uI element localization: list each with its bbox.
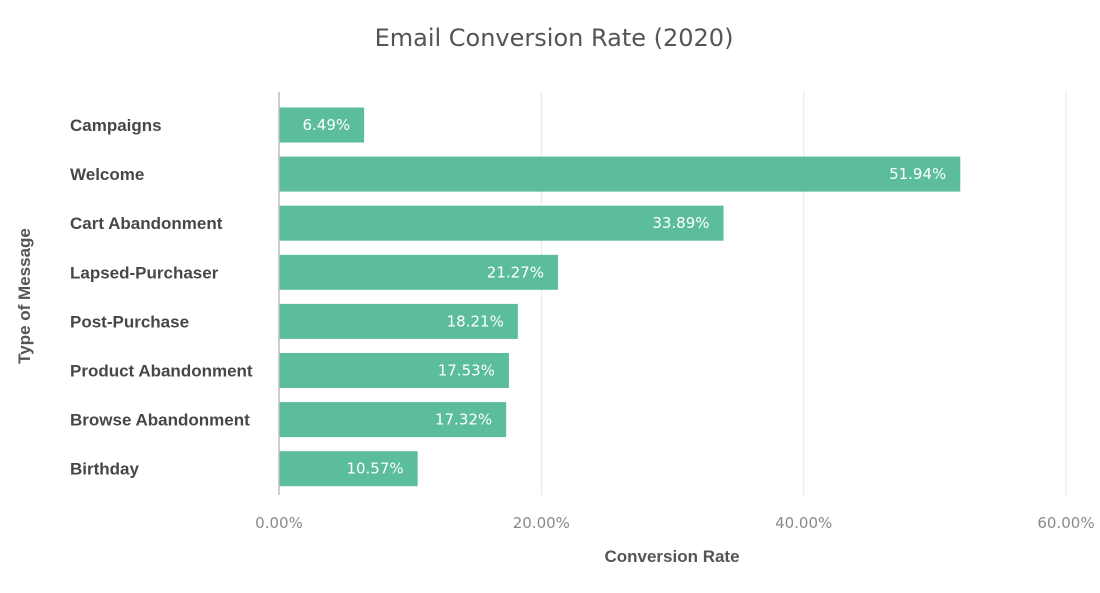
category-label: Lapsed-Purchaser bbox=[70, 263, 219, 282]
bar bbox=[279, 107, 365, 143]
x-tick-label: 60.00% bbox=[1037, 514, 1094, 532]
bar-value-label: 18.21% bbox=[447, 312, 504, 330]
bar-value-label: 33.89% bbox=[652, 214, 709, 232]
bar bbox=[279, 156, 961, 192]
bar-value-label: 10.57% bbox=[346, 460, 403, 478]
category-label: Welcome bbox=[70, 165, 144, 184]
x-axis-title: Conversion Rate bbox=[604, 547, 739, 566]
bar-value-label: 51.94% bbox=[889, 165, 946, 183]
bar bbox=[279, 205, 724, 241]
bar bbox=[279, 303, 518, 339]
bar-value-label: 17.32% bbox=[435, 411, 492, 429]
category-label: Product Abandonment bbox=[70, 362, 253, 381]
bar-value-labels: 6.49% 51.94% 33.89% 21.27% 18.21% 17.53% 17.32… bbox=[302, 116, 946, 478]
x-tick-label: 20.00% bbox=[513, 514, 570, 532]
category-label: Birthday bbox=[70, 460, 140, 479]
chart-title: Email Conversion Rate (2020) bbox=[375, 24, 734, 52]
gridlines bbox=[540, 92, 1067, 495]
x-axis-ticks: 0.00% 20.00% 40.00% 60.00% bbox=[255, 514, 1094, 532]
category-label: Cart Abandonment bbox=[70, 214, 223, 233]
category-label: Browse Abandonment bbox=[70, 411, 250, 430]
category-label: Post-Purchase bbox=[70, 312, 189, 331]
bar-value-label: 17.53% bbox=[438, 362, 495, 380]
bar-value-label: 6.49% bbox=[302, 116, 350, 134]
bar-value-label: 21.27% bbox=[487, 263, 544, 281]
bar bbox=[279, 402, 507, 438]
y-axis-title: Type of Message bbox=[15, 228, 34, 364]
x-tick-label: 0.00% bbox=[255, 514, 303, 532]
x-tick-label: 40.00% bbox=[775, 514, 832, 532]
bar bbox=[279, 353, 509, 388]
bar bbox=[279, 451, 418, 487]
category-label: Campaigns bbox=[70, 116, 162, 135]
bars bbox=[279, 107, 961, 487]
bar bbox=[279, 254, 558, 290]
category-labels: Campaigns Welcome Cart Abandonment Lapsed-P… bbox=[70, 116, 253, 479]
